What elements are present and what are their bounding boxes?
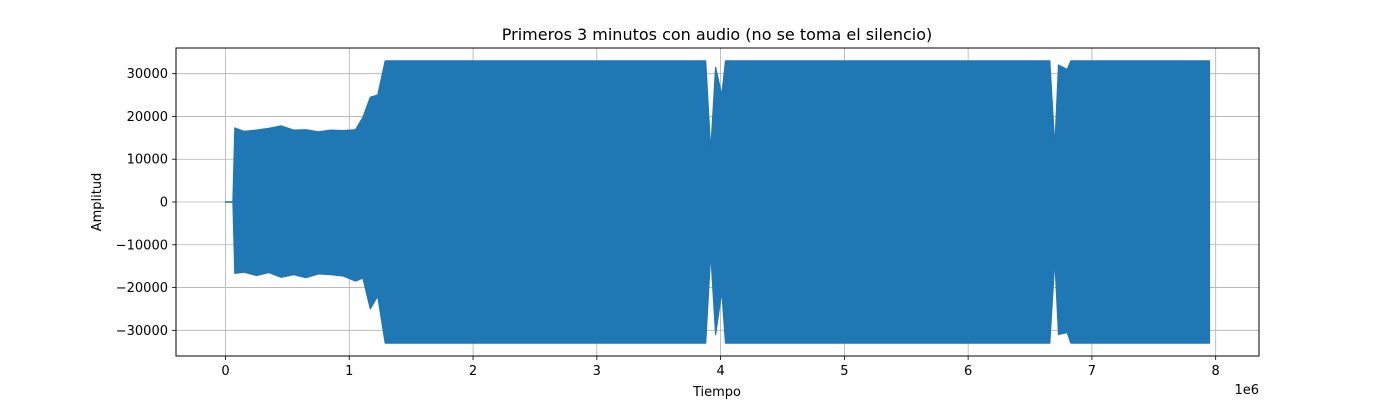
x-tick-label: 1 (345, 364, 353, 379)
x-tick-label: 3 (593, 364, 601, 379)
x-offset-label: 1e6 (1234, 383, 1259, 398)
plot-area (224, 60, 1211, 344)
x-tick-label: 5 (840, 364, 848, 379)
y-tick-label: −10000 (116, 238, 168, 253)
x-axis: 0 1 2 3 4 5 6 7 8 (221, 356, 1220, 379)
x-tick-label: 8 (1212, 364, 1220, 379)
x-tick-label: 6 (964, 364, 972, 379)
x-tick-label: 2 (469, 364, 477, 379)
y-tick-label: −20000 (116, 281, 168, 296)
y-axis: −30000 −20000 −10000 0 10000 20000 30000 (116, 67, 176, 339)
chart-title: Primeros 3 minutos con audio (no se toma… (502, 25, 932, 44)
x-axis-label: Tiempo (692, 385, 741, 400)
y-tick-label: 30000 (127, 67, 168, 82)
y-tick-label: 10000 (127, 153, 168, 168)
x-tick-label: 4 (716, 364, 724, 379)
y-axis-label: Amplitud (90, 173, 105, 232)
y-tick-label: 20000 (127, 110, 168, 125)
y-tick-label: 0 (160, 196, 168, 211)
x-tick-label: 7 (1088, 364, 1096, 379)
series-waveform (224, 60, 1211, 344)
x-tick-label: 0 (221, 364, 229, 379)
y-tick-label: −30000 (116, 324, 168, 339)
